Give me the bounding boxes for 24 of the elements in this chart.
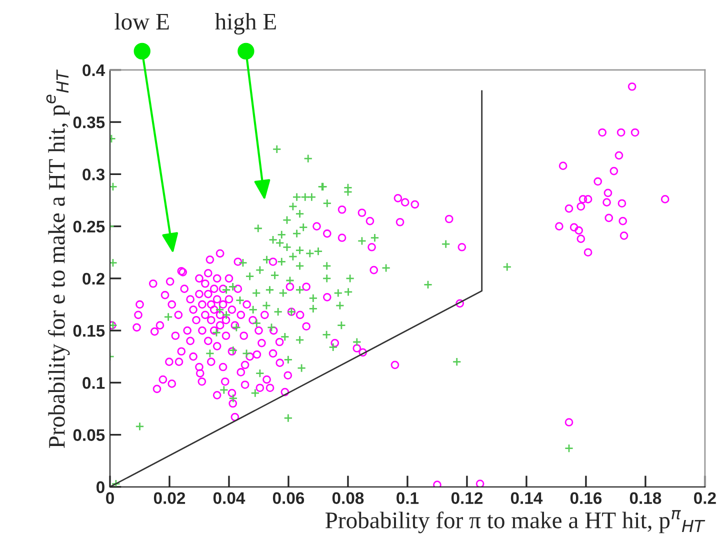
x-tick-label: 0.06 (272, 492, 304, 504)
y-tick-label: 0.35 (73, 116, 105, 128)
y-tick-label: 0 (96, 481, 104, 494)
x-tick-label: 0.02 (154, 492, 186, 504)
x-tick-label: 0.18 (630, 492, 662, 504)
text: low E (114, 13, 169, 30)
x-tick-label: 0 (106, 492, 114, 504)
y-tick-label: 0.05 (73, 429, 105, 441)
y-tick-label: 0.3 (82, 168, 105, 180)
y-tick-label: 0.2 (82, 272, 104, 285)
x-tick-label: 0.14 (510, 492, 543, 504)
x-tick-label: 0.2 (694, 492, 716, 504)
y-tick-label: 0.1 (82, 377, 105, 389)
x-tick-label: 0.12 (451, 492, 483, 504)
x-tick-label: 0.08 (332, 492, 364, 504)
x-tick-label: 0.04 (213, 492, 246, 504)
y-tick-label: 0.4 (82, 64, 106, 76)
text: high E (215, 13, 276, 34)
y-axis-title: Probability for e to make a HT hit, p$^{e}$$_{HT}$ (46, 70, 70, 448)
y-tick-label: 0.15 (73, 324, 105, 337)
x-axis-title: Probability for π to make a HT hit, p$^{π}$$_{HT}$ (325, 510, 706, 534)
y-tick-label: 0.25 (73, 220, 105, 232)
x-tick-label: 0.16 (570, 492, 602, 504)
x-tick-label: 0.1 (396, 492, 419, 504)
